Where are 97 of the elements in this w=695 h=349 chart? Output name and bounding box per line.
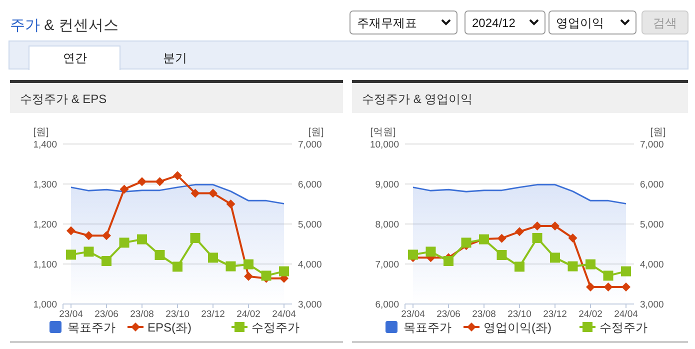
point (84, 231, 94, 240)
point (461, 238, 472, 248)
x-tick-label: 23/04 (59, 309, 83, 320)
x-tick-label: 24/04 (614, 309, 638, 320)
point (586, 259, 596, 270)
x-tick-label: 23/06 (94, 309, 118, 320)
chart-title: 수정주가 & EPS (20, 92, 107, 106)
point (244, 272, 253, 281)
y-tick-label: 7,000 (375, 260, 399, 270)
point (208, 188, 218, 198)
dropdown: 2024/12 (464, 10, 546, 34)
y2-tick-label: 7,000 (298, 140, 322, 150)
point (137, 234, 147, 244)
y-tick-label: 1,400 (33, 140, 57, 150)
y-axis-title: [원] (33, 127, 49, 138)
legend-label: 목표주가 (404, 320, 452, 334)
search-button: 검색 (642, 10, 688, 34)
x-tick-label: 23/06 (436, 309, 460, 320)
point (497, 234, 506, 243)
legend-label: 영업이익(좌) (484, 320, 552, 334)
y2-tick-label: 5,000 (298, 220, 322, 230)
point (190, 188, 200, 198)
text: 주가 & 컨센서스 (10, 17, 118, 34)
y-tick-label: 1,300 (33, 180, 57, 190)
y2-tick-label: 7,000 (640, 140, 664, 150)
point (190, 233, 200, 243)
point (226, 261, 236, 272)
y-tick-label: 9,000 (375, 180, 399, 190)
y2-tick-label: 4,000 (298, 260, 322, 270)
point (532, 233, 542, 243)
point (119, 238, 130, 248)
x-tick-label: 23/10 (166, 309, 190, 320)
point (514, 262, 524, 272)
point (66, 226, 76, 236)
point (138, 177, 146, 186)
point (120, 184, 129, 194)
point (496, 250, 507, 260)
legend-label: EPS(좌) (148, 320, 192, 334)
x-tick-label: 23/10 (508, 309, 532, 320)
y-axis-title: [억원] (370, 127, 396, 138)
point (568, 234, 578, 242)
y-tick-label: 1,000 (33, 300, 57, 310)
point (621, 266, 631, 276)
point (173, 171, 182, 180)
point (261, 270, 272, 281)
text: 분기 (163, 51, 187, 65)
point (408, 250, 418, 260)
point (279, 266, 289, 276)
dropdown: 영업이익 (548, 10, 636, 34)
y2-axis-title: [원] (308, 127, 324, 138)
tab: 연간 (28, 46, 120, 70)
point (444, 256, 454, 266)
y-tick-label: 1,100 (33, 260, 57, 270)
legend-label: 목표주가 (68, 320, 116, 334)
chart-title: 수정주가 & 영업이익 (362, 92, 473, 106)
point (515, 227, 524, 236)
x-tick-label: 24/02 (578, 309, 602, 320)
point (102, 256, 112, 266)
point (550, 252, 560, 263)
point (244, 259, 254, 270)
x-tick-label: 23/12 (201, 309, 225, 320)
dropdown: 주재무제표 (350, 10, 458, 34)
point (604, 282, 613, 292)
y2-axis-title: [원] (650, 127, 666, 138)
y-tick-label: 1,200 (33, 220, 57, 230)
point (208, 252, 218, 263)
point (226, 200, 236, 208)
x-tick-label: 24/02 (236, 309, 260, 320)
y2-tick-label: 6,000 (640, 180, 664, 190)
legend-label: 수정주가 (252, 320, 300, 334)
point (550, 222, 560, 230)
y-tick-label: 10,000 (370, 140, 399, 150)
legend-label: 수정주가 (600, 320, 648, 334)
y-tick-label: 6,000 (375, 300, 399, 310)
y2-tick-label: 3,000 (640, 300, 664, 310)
point (586, 282, 595, 292)
point (532, 222, 542, 230)
y2-tick-label: 4,000 (640, 260, 664, 270)
point (568, 261, 578, 272)
point (66, 250, 76, 260)
y-tick-label: 8,000 (375, 220, 399, 230)
point (84, 246, 94, 257)
point (155, 177, 164, 186)
x-tick-label: 23/08 (472, 309, 496, 320)
point (154, 250, 165, 260)
point (622, 282, 630, 292)
y2-tick-label: 6,000 (298, 180, 322, 190)
point (426, 246, 436, 257)
x-tick-label: 23/08 (130, 309, 154, 320)
point (102, 231, 111, 240)
x-tick-label: 23/12 (543, 309, 567, 320)
x-tick-label: 23/04 (401, 309, 425, 320)
y2-tick-label: 5,000 (640, 220, 664, 230)
x-tick-label: 24/04 (272, 309, 296, 320)
point (172, 262, 182, 272)
y2-tick-label: 3,000 (298, 300, 322, 310)
point (603, 270, 614, 281)
